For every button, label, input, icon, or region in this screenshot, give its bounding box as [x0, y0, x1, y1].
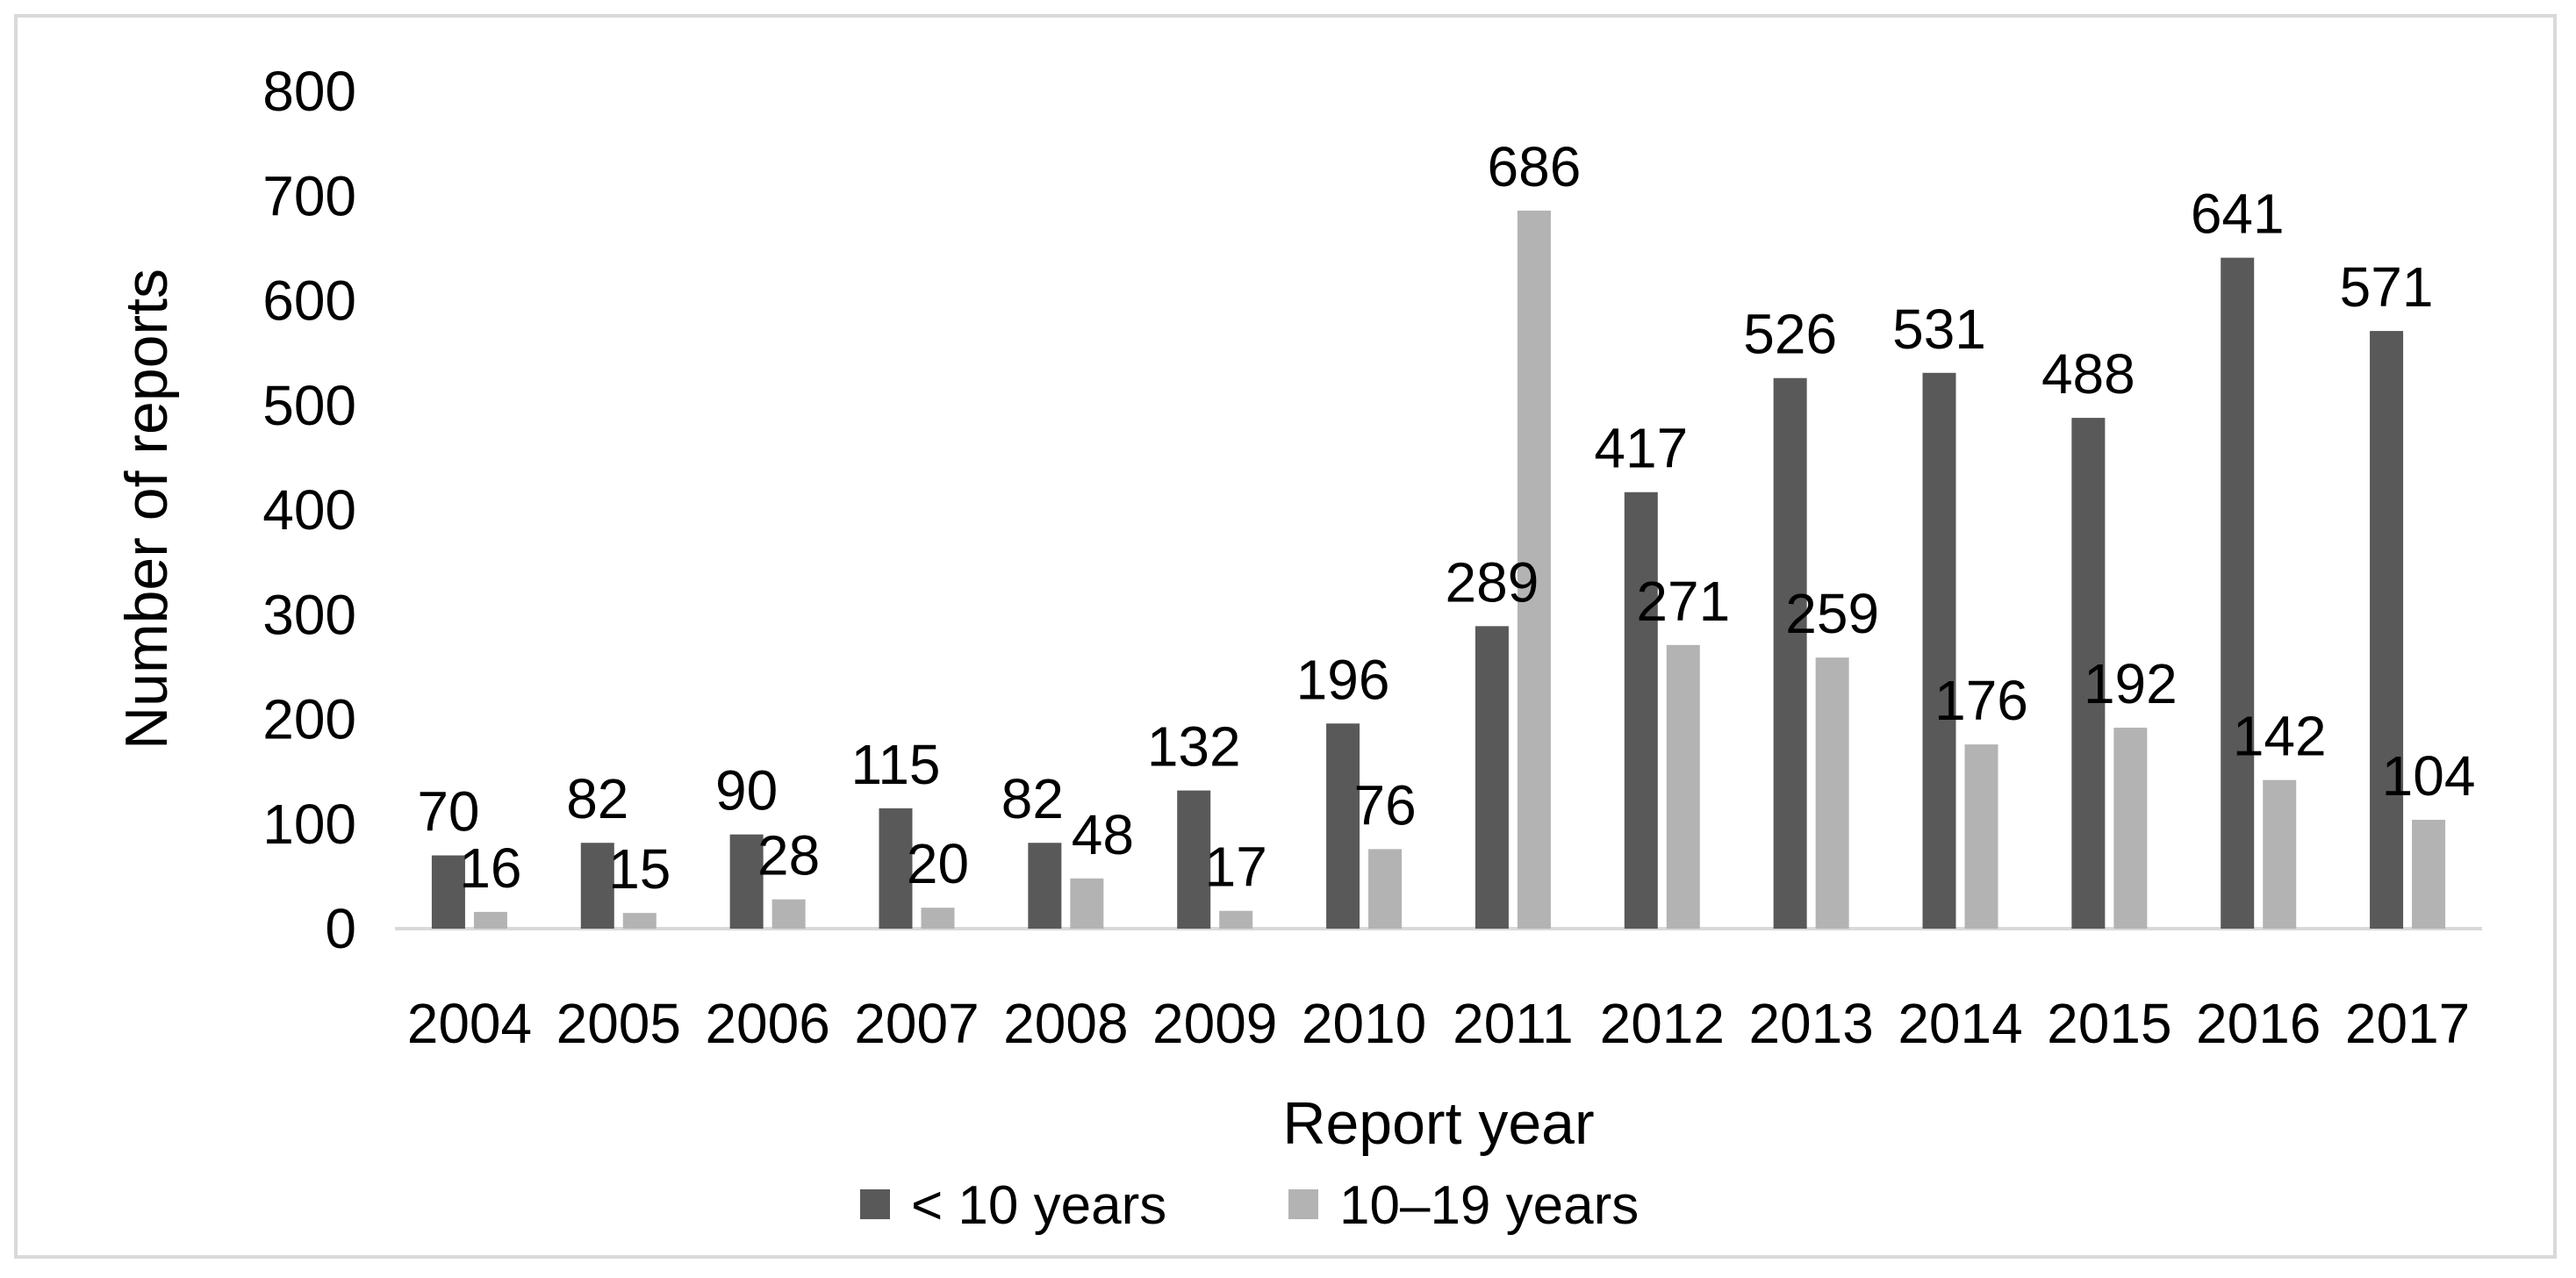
data-label-10-19-years: 176 — [1934, 669, 2028, 732]
bar-10-19-years — [2263, 779, 2297, 929]
data-label-10-19-years: 142 — [2233, 705, 2327, 768]
data-label-under-10-years: 115 — [850, 733, 940, 796]
x-tick-label: 2016 — [2196, 992, 2321, 1055]
bar-under-10-years — [2370, 331, 2404, 929]
data-label-10-19-years: 17 — [1205, 836, 1267, 899]
bars — [431, 210, 2446, 930]
data-label-under-10-years: 196 — [1296, 648, 1390, 711]
data-label-under-10-years: 82 — [566, 767, 628, 830]
data-labels: 7016821590281152082481321719676289686417… — [417, 135, 2475, 901]
y-tick-label: 800 — [262, 60, 356, 123]
data-label-under-10-years: 90 — [715, 759, 778, 822]
bar-10-19-years — [1368, 849, 1403, 929]
legend-label-under-10-years: < 10 years — [911, 1175, 1166, 1236]
data-label-under-10-years: 82 — [1001, 767, 1064, 830]
data-label-10-19-years: 15 — [608, 837, 671, 901]
legend: < 10 years 10–19 years — [860, 1175, 1639, 1236]
y-tick-label: 100 — [262, 793, 356, 856]
bar-10-19-years — [1219, 910, 1253, 929]
x-tick-label: 2010 — [1302, 992, 1426, 1055]
x-axis-title: Report year — [1282, 1090, 1594, 1157]
data-label-10-19-years: 686 — [1488, 135, 1582, 198]
data-label-10-19-years: 76 — [1353, 773, 1416, 836]
bar-10-19-years — [1070, 878, 1104, 929]
bar-10-19-years — [2113, 728, 2148, 929]
data-label-under-10-years: 531 — [1892, 298, 1986, 361]
bar-10-19-years — [921, 908, 955, 929]
bar-under-10-years — [729, 834, 764, 929]
bar-under-10-years — [1177, 790, 1211, 929]
bar-10-19-years — [473, 911, 507, 929]
legend-swatch-under-10-years — [860, 1189, 890, 1219]
y-axis-ticks: 0 100 200 300 400 500 600 700 800 — [262, 60, 356, 960]
data-label-under-10-years: 488 — [2041, 342, 2135, 406]
bar-10-19-years — [1517, 210, 1551, 929]
bar-under-10-years — [1475, 626, 1509, 929]
x-tick-label: 2008 — [1003, 992, 1128, 1055]
y-axis-title: Number of reports — [113, 269, 180, 750]
x-tick-label: 2013 — [1748, 992, 1873, 1055]
data-label-10-19-years: 28 — [757, 824, 820, 887]
x-tick-label: 2014 — [1898, 992, 2022, 1055]
bar-under-10-years — [431, 855, 465, 929]
y-tick-label: 0 — [325, 897, 356, 960]
x-tick-label: 2009 — [1152, 992, 1277, 1055]
x-tick-label: 2015 — [2047, 992, 2171, 1055]
data-label-10-19-years: 48 — [1072, 803, 1134, 866]
y-tick-label: 200 — [262, 688, 356, 751]
x-tick-label: 2012 — [1600, 992, 1725, 1055]
bar-10-19-years — [1964, 744, 1998, 929]
y-tick-label: 300 — [262, 583, 356, 646]
data-label-10-19-years: 20 — [907, 832, 969, 895]
data-label-under-10-years: 132 — [1147, 715, 1241, 779]
y-tick-label: 700 — [262, 164, 356, 227]
bar-under-10-years — [1773, 377, 1807, 929]
x-tick-label: 2017 — [2345, 992, 2470, 1055]
chart-frame: 0 100 200 300 400 500 600 700 800 70 16 82 15 90 28 11… — [14, 14, 2557, 1259]
bar-under-10-years — [580, 843, 614, 929]
data-label-10-19-years: 16 — [459, 836, 521, 900]
legend-swatch-10-19-years — [1288, 1189, 1318, 1219]
y-tick-label: 600 — [262, 269, 356, 333]
x-tick-label: 2006 — [705, 992, 829, 1055]
data-label-under-10-years: 289 — [1446, 550, 1539, 614]
data-label-10-19-years: 104 — [2382, 744, 2476, 808]
legend-label-10-19-years: 10–19 years — [1339, 1175, 1639, 1236]
data-label-under-10-years: 641 — [2191, 183, 2285, 246]
data-label-10-19-years: 192 — [2084, 652, 2178, 715]
bar-10-19-years — [1815, 657, 1849, 929]
y-tick-label: 500 — [262, 374, 356, 437]
data-label-under-10-years: 417 — [1594, 417, 1688, 480]
bar-10-19-years — [622, 913, 657, 929]
bar-10-19-years — [771, 899, 806, 929]
data-label-under-10-years: 571 — [2340, 255, 2434, 319]
bar-under-10-years — [2071, 418, 2106, 929]
bar-under-10-years — [1624, 492, 1658, 929]
y-tick-label: 400 — [262, 478, 356, 542]
bar-under-10-years — [1028, 843, 1062, 929]
bar-under-10-years — [879, 808, 913, 929]
x-tick-label: 2011 — [1453, 992, 1574, 1055]
bar-under-10-years — [2221, 257, 2255, 929]
bar-under-10-years — [1326, 723, 1360, 929]
x-tick-label: 2007 — [854, 992, 979, 1055]
x-axis-ticks: 2004 2005 2006 2007 2008 2009 2010 2011 2012 2013… — [407, 992, 2471, 1055]
data-label-10-19-years: 271 — [1636, 570, 1730, 633]
bar-under-10-years — [1922, 372, 1956, 930]
bar-10-19-years — [1666, 644, 1700, 929]
x-tick-label: 2004 — [407, 992, 532, 1055]
bar-10-19-years — [2412, 819, 2446, 929]
x-tick-label: 2005 — [556, 992, 681, 1055]
data-label-10-19-years: 259 — [1785, 582, 1879, 645]
data-label-under-10-years: 70 — [417, 780, 479, 844]
data-label-under-10-years: 526 — [1743, 303, 1837, 366]
